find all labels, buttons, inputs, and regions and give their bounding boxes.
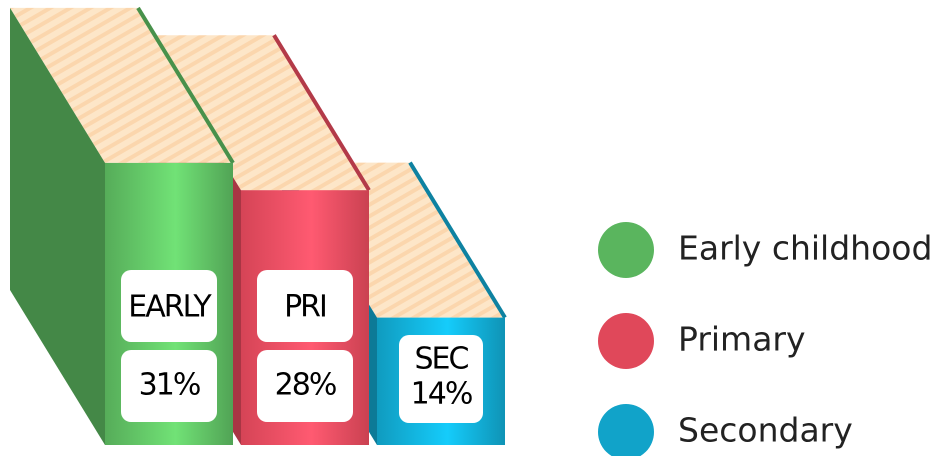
legend-marker: [598, 313, 654, 369]
legend-marker: [598, 222, 654, 278]
value-label: 14%: [411, 377, 472, 412]
category-label: EARLY: [128, 290, 212, 325]
chart: SEC14% PRI 28% EARLY 31% Early childhood Prima…: [0, 0, 945, 456]
legend-label: Early childhood: [678, 229, 932, 268]
legend-marker: [598, 404, 654, 456]
category-label: PRI: [284, 290, 326, 325]
legend-label: Primary: [678, 320, 806, 359]
value-label: 31%: [139, 368, 200, 403]
legend-label: Secondary: [678, 411, 853, 450]
value-label: 28%: [275, 368, 336, 403]
category-label: SEC: [415, 342, 469, 377]
